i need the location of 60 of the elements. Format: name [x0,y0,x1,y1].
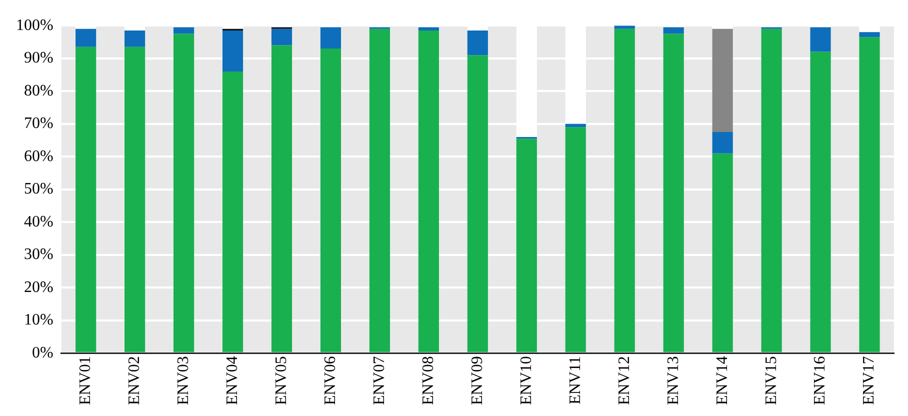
x-tick-label: ENV15 [762,356,780,406]
bar [369,28,390,352]
bar [859,32,880,38]
x-tick-label: ENV17 [860,356,878,406]
x-tick-label: ENV08 [420,356,437,406]
bar [663,27,684,34]
y-tick-label: 80% [24,82,54,100]
bar [614,28,635,352]
y-tick-label: 60% [24,148,54,165]
bar [565,127,586,352]
x-tick-label: ENV11 [566,356,584,404]
bar [222,30,244,72]
x-tick-label: ENV04 [224,356,241,406]
bar [320,27,342,49]
bar [173,27,194,34]
bar [712,153,733,352]
bar [712,132,733,154]
y-tick-label: 100% [16,16,54,34]
y-tick-label: 10% [24,312,54,329]
bar [271,28,292,46]
bar [173,34,194,352]
x-tick-label: ENV06 [322,356,339,406]
x-tick-label: ENV12 [616,356,633,406]
bar [859,37,880,352]
bar [124,30,146,47]
x-tick-label: ENV03 [174,356,192,406]
bar [76,28,96,47]
bar [418,30,439,352]
bar [761,28,782,352]
bar [124,46,146,352]
x-tick-label: ENV14 [714,356,731,406]
bar [810,52,831,352]
x-tick-label: ENV05 [272,356,290,406]
bar [76,46,96,352]
bar [467,30,488,56]
bar [712,28,733,132]
bar [614,26,635,29]
y-tick-label: 0% [32,344,54,362]
bar [663,34,684,352]
bar [810,27,831,52]
y-tick-label: 90% [24,50,54,67]
x-tick-label: ENV13 [664,356,682,406]
x-tick-label: ENV01 [77,356,94,406]
y-tick-label: 70% [24,115,54,132]
bar [271,45,292,352]
y-tick-label: 50% [24,180,54,198]
y-tick-label: 40% [24,213,54,230]
bar [222,71,244,352]
x-tick-label: ENV07 [370,356,388,406]
bar [565,124,586,128]
bar [467,55,488,352]
y-tick-label: 20% [24,278,54,296]
x-tick-label: ENV10 [518,356,535,406]
bar [418,27,439,31]
x-tick-label: ENV16 [812,356,829,406]
x-tick-label: ENV02 [126,356,143,406]
x-tick-label: ENV09 [468,356,486,406]
y-tick-label: 30% [24,246,54,264]
bar [516,138,537,352]
bar [320,48,342,352]
